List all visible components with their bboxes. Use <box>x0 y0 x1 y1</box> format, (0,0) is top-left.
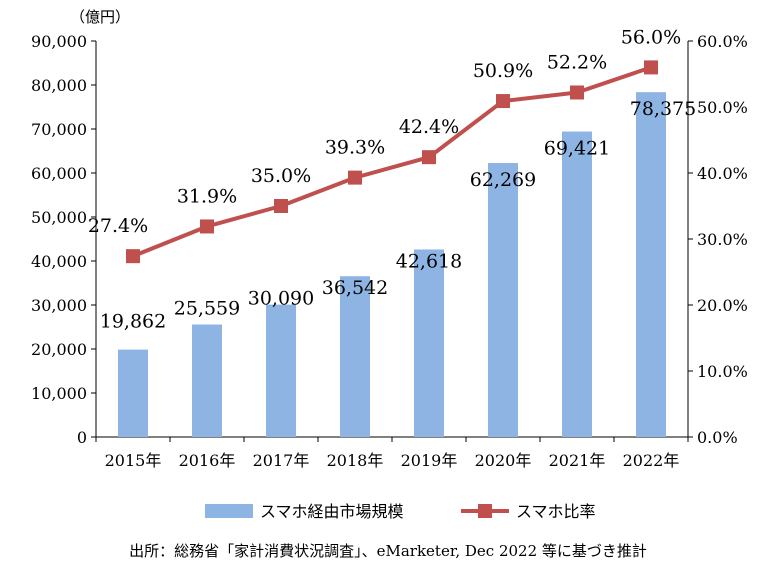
bar-series <box>118 92 666 438</box>
line-marker <box>274 199 288 213</box>
source-note: 出所：総務省「家計消費状況調査」、eMarketer, Dec 2022 等に基… <box>129 542 647 560</box>
left-axis-tick-label: 90,000 <box>31 32 87 51</box>
right-axis-tick-label: 0.0% <box>697 428 738 447</box>
right-axis-tick-label: 30.0% <box>697 230 748 249</box>
line-marker <box>644 60 658 75</box>
right-axis-tick-label: 10.0% <box>697 362 748 381</box>
left-axis-tick-label: 30,000 <box>31 296 87 315</box>
x-axis-tick-label: 2018年 <box>327 451 384 470</box>
left-axis-tick-label: 70,000 <box>31 120 87 139</box>
legend-line-label: スマホ比率 <box>516 502 596 521</box>
bar <box>488 163 518 437</box>
bar-data-label: 30,090 <box>248 288 314 310</box>
line-data-label: 50.9% <box>473 60 533 82</box>
bar-data-label: 62,269 <box>470 169 536 191</box>
line-marker <box>422 150 436 165</box>
x-axis-tick-label: 2022年 <box>623 451 680 470</box>
line-marker <box>348 170 362 185</box>
line-marker <box>570 85 584 100</box>
line-data-label: 39.3% <box>325 137 385 159</box>
axes: 0 10,000 20,000 30,000 40,000 50,000 60,000 70,… <box>31 32 748 470</box>
left-axis-tick-label: 80,000 <box>31 76 87 95</box>
right-axis-tick-label: 20.0% <box>697 296 748 315</box>
bar-data-label: 78,375 <box>630 98 696 120</box>
right-axis-tick-label: 50.0% <box>697 98 748 117</box>
bar-data-label: 25,559 <box>174 298 240 320</box>
bar-data-label: 69,421 <box>544 138 610 160</box>
line-data-label: 27.4% <box>88 215 148 237</box>
left-axis-unit-label: （億円） <box>70 8 130 26</box>
line-data-label: 35.0% <box>251 165 311 187</box>
legend-bar-label: スマホ経由市場規模 <box>260 502 404 521</box>
data-labels: 19,862 25,559 30,090 36,542 42,618 62,269 69,4… <box>88 26 696 332</box>
line-marker <box>200 219 214 234</box>
x-axis-tick-label: 2016年 <box>179 451 236 470</box>
line-data-label: 52.2% <box>547 51 607 73</box>
bar <box>266 304 296 437</box>
left-axis-tick-label: 60,000 <box>31 164 87 183</box>
left-axis-tick-label: 20,000 <box>31 340 87 359</box>
legend: スマホ経由市場規模 スマホ比率 <box>205 502 596 521</box>
left-axis-tick-label: 40,000 <box>31 252 87 271</box>
left-axis-tick-label: 50,000 <box>31 208 87 227</box>
bar <box>414 249 444 437</box>
bar <box>192 324 222 437</box>
bar <box>562 131 592 437</box>
line-data-label: 56.0% <box>621 26 681 48</box>
right-axis-tick-label: 40.0% <box>697 164 748 183</box>
legend-line-marker <box>478 504 492 518</box>
bar-data-label: 19,862 <box>100 311 166 333</box>
line-path <box>132 65 652 259</box>
right-axis-tick-label: 60.0% <box>697 32 748 51</box>
line-marker <box>126 249 140 264</box>
bar-data-label: 42,618 <box>396 250 462 272</box>
left-axis-tick-label: 10,000 <box>31 384 87 403</box>
left-axis-tick-label: 0 <box>77 428 87 447</box>
bar <box>118 349 148 437</box>
line-data-label: 31.9% <box>177 185 237 207</box>
x-axis-tick-label: 2017年 <box>253 451 310 470</box>
line-series <box>126 60 658 264</box>
bar-data-label: 36,542 <box>322 277 388 299</box>
bar <box>340 276 370 437</box>
line-data-label: 42.4% <box>399 116 459 138</box>
x-axis-tick-label: 2019年 <box>401 451 458 470</box>
line-marker <box>496 94 510 109</box>
legend-bar-swatch <box>205 504 253 518</box>
x-axis-tick-label: 2020年 <box>475 451 532 470</box>
bar <box>636 92 666 438</box>
x-axis-tick-label: 2015年 <box>105 451 162 470</box>
x-axis-tick-label: 2021年 <box>549 451 606 470</box>
